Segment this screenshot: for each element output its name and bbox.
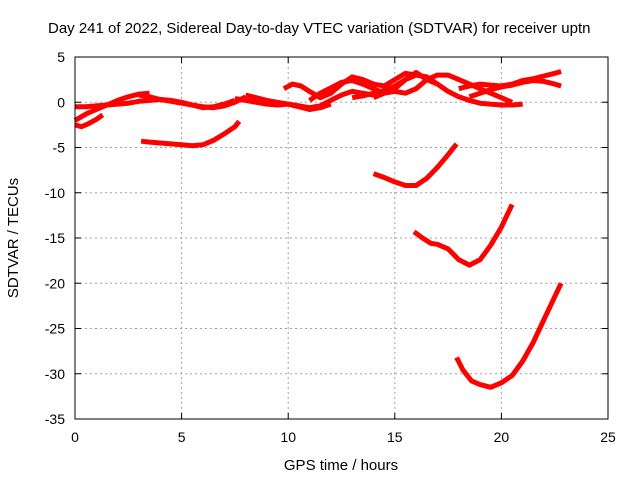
y-tick-label: -15 (45, 230, 65, 246)
x-tick-label: 0 (71, 429, 79, 445)
y-tick-label: 5 (57, 49, 65, 65)
x-tick-label: 25 (600, 429, 616, 445)
x-tick-label: 20 (494, 429, 510, 445)
series-line-arc-l (468, 78, 562, 100)
y-axis-label: SDTVAR / TECUs (5, 178, 22, 298)
y-tick-label: -10 (45, 185, 65, 201)
series-line-arc-n (372, 142, 459, 188)
x-tick-label: 15 (387, 429, 403, 445)
series-line-arc-p (454, 282, 564, 390)
x-axis-label: GPS time / hours (284, 457, 398, 474)
x-tick-label: 5 (178, 429, 186, 445)
series-line-arc-f (244, 92, 332, 112)
series-line-arc-o (412, 203, 515, 268)
y-tick-label: -5 (53, 140, 66, 156)
series-line-arc-d (138, 92, 236, 111)
y-tick-label: -35 (45, 411, 65, 427)
x-tick-label: 10 (280, 429, 296, 445)
grid-layer (75, 57, 608, 419)
y-tick-label: -30 (45, 366, 65, 382)
series-line-arc-m (140, 119, 242, 149)
series-line-arc-h (308, 69, 439, 103)
series-layer (73, 69, 564, 390)
series-line-arc-c (74, 112, 105, 130)
y-tick-label: -20 (45, 275, 65, 291)
series-line-arc-i (351, 72, 523, 108)
y-tick-label: 0 (57, 94, 65, 110)
y-tick-label: -25 (45, 321, 65, 337)
chart-title: Day 241 of 2022, Sidereal Day-to-day VTE… (48, 20, 590, 37)
tick-layer: 0 5 10 15 20 25 5 0 -5 -10 -15 -20 -25 -30 -35 (45, 49, 616, 445)
